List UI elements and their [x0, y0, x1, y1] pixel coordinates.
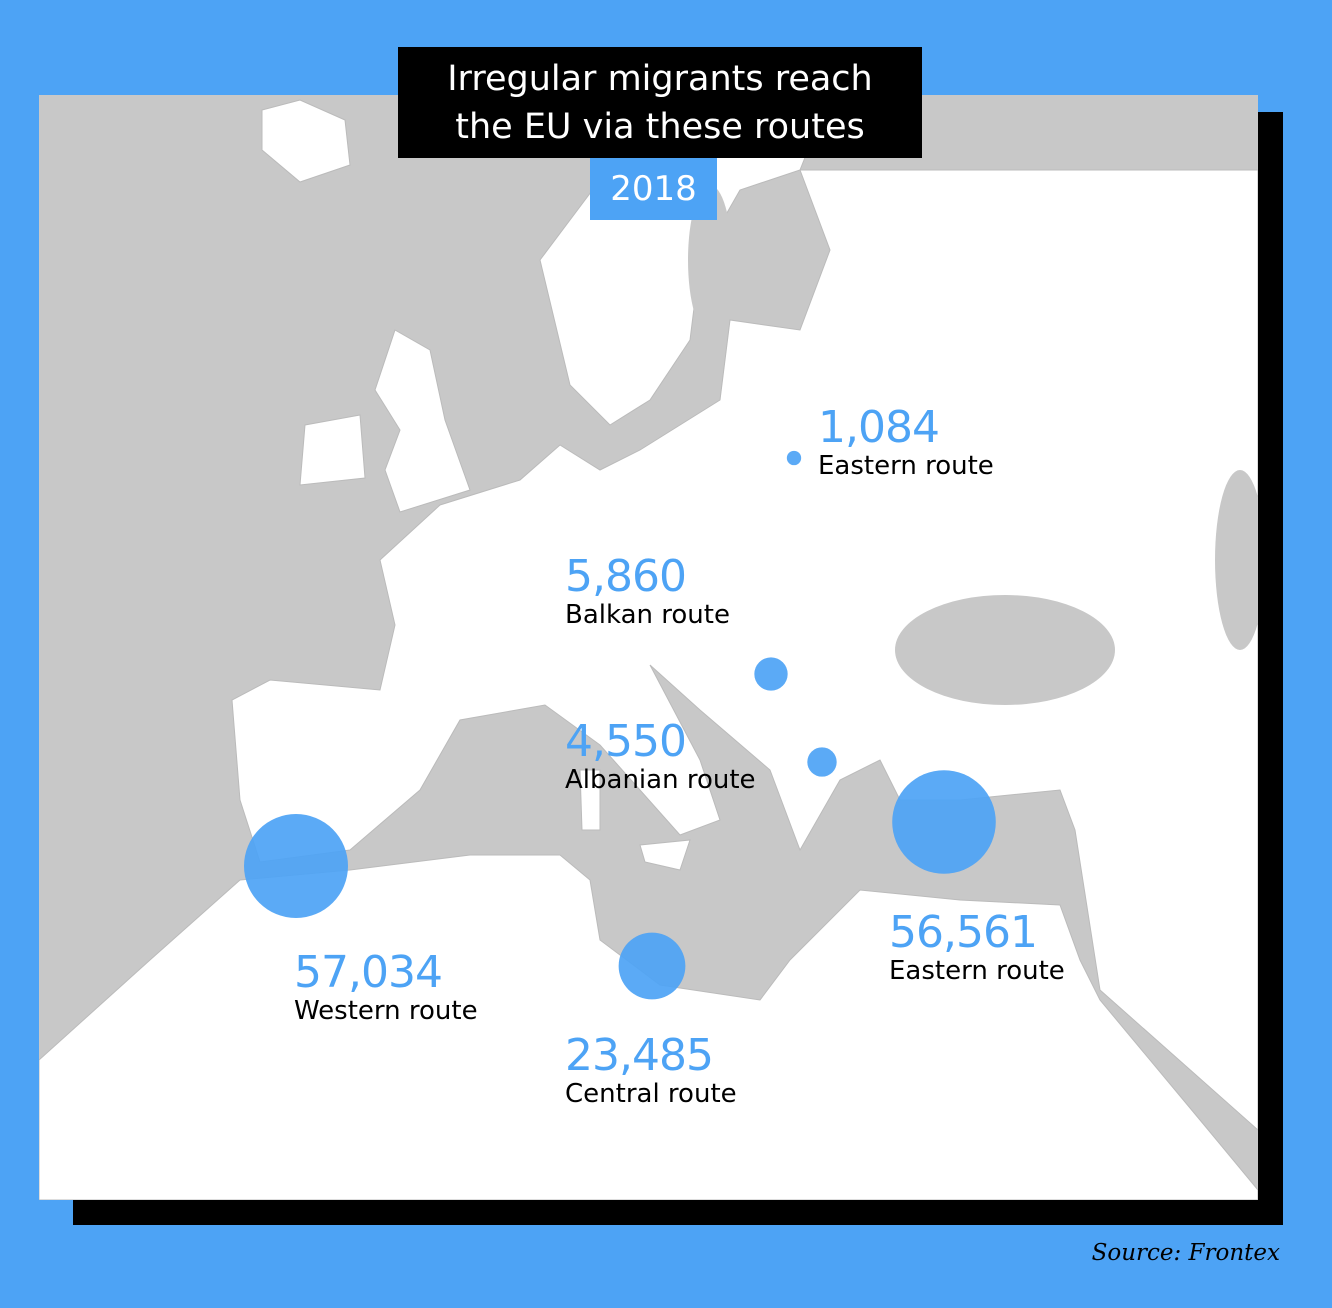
route-value: 23,485 — [565, 1030, 714, 1081]
year-badge: 2018 — [590, 158, 717, 220]
land-iceland — [261, 99, 351, 183]
route-name: Central route — [565, 1079, 737, 1109]
route-name: Eastern route — [889, 956, 1065, 986]
route-name: Western route — [294, 996, 478, 1026]
route-bubble — [244, 814, 348, 918]
route-value: 1,084 — [818, 402, 940, 453]
route-bubble — [892, 770, 996, 874]
route-bubble — [807, 747, 837, 777]
label-balkan: 5,860 Balkan route — [565, 551, 730, 631]
land-ireland — [299, 414, 366, 486]
label-central: 23,485 Central route — [565, 1030, 737, 1110]
title-line-1: Irregular migrants reach — [447, 59, 873, 99]
chart-title: Irregular migrants reach the EU via thes… — [398, 47, 922, 158]
label-eastern-north: 1,084 Eastern route — [818, 402, 994, 482]
route-name: Eastern route — [818, 451, 994, 481]
route-value: 56,561 — [889, 907, 1038, 958]
route-bubble — [754, 657, 788, 691]
gulf-of-bothnia — [688, 185, 732, 335]
label-western: 57,034 Western route — [294, 947, 478, 1027]
black-sea — [895, 595, 1115, 705]
label-albanian: 4,550 Albanian route — [565, 716, 756, 796]
route-value: 4,550 — [565, 716, 687, 767]
land-sardinia — [579, 769, 601, 831]
route-name: Albanian route — [565, 765, 756, 795]
route-value: 57,034 — [294, 947, 443, 998]
land-sicily — [639, 839, 691, 871]
caspian-sea — [1215, 470, 1258, 650]
route-name: Balkan route — [565, 600, 730, 630]
route-value: 5,860 — [565, 551, 687, 602]
source-note: Source: Frontex — [1091, 1240, 1280, 1266]
title-line-2: the EU via these routes — [455, 107, 865, 147]
route-bubble — [618, 932, 686, 1000]
label-eastern-med: 56,561 Eastern route — [889, 907, 1065, 987]
land-africa — [39, 854, 1258, 1200]
land-britain — [374, 329, 471, 513]
europe-map — [39, 95, 1258, 1200]
map-panel — [39, 95, 1258, 1200]
route-bubble — [786, 450, 802, 466]
land-europe — [231, 169, 1258, 1131]
